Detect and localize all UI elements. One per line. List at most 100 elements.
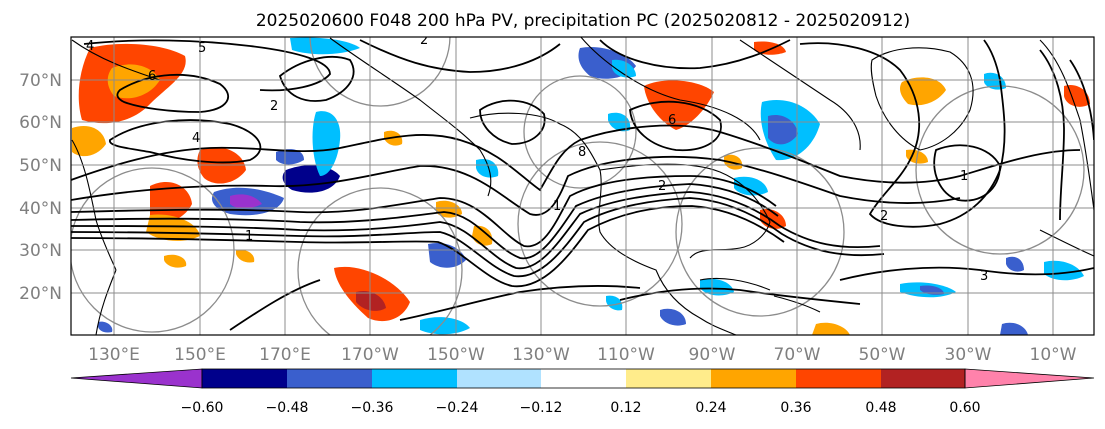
pv-contour (359, 39, 561, 73)
pv-contour (116, 73, 230, 113)
lon-tick-label: 110°W (597, 345, 655, 365)
pv-contour (71, 191, 881, 270)
precip-area (920, 285, 944, 295)
colorbar-swatch (372, 369, 457, 388)
contour-label: 1 (245, 229, 253, 244)
pv-contour (71, 183, 779, 260)
precip-area (1064, 84, 1090, 107)
precip-area (612, 59, 636, 78)
lon-tick-label: 150°W (427, 345, 485, 365)
lon-tick-label: 70°W (774, 345, 821, 365)
coastline-north-america (469, 37, 861, 335)
pv-contour (71, 124, 1081, 192)
precip-area (606, 295, 623, 311)
colorbar-swatch (457, 369, 541, 388)
contour-label: 4 (86, 39, 94, 54)
pv-contour (83, 39, 331, 92)
contour-labels: 4 5 6 4 2 1 2 8 1 2 6 3 1 2 (86, 33, 988, 284)
latitude-labels: 70°N 60°N 50°N 40°N 30°N 20°N (19, 71, 62, 304)
contour-label: 1 (553, 199, 561, 214)
lon-tick-label: 30°W (945, 345, 992, 365)
precip-area (900, 77, 946, 106)
colorbar-tick-label: 0.36 (780, 400, 811, 416)
colorbar-swatch (626, 369, 711, 388)
contour-label: 5 (198, 41, 206, 56)
colorbar-swatch (711, 369, 796, 388)
pv-contour (71, 205, 785, 288)
figure-title: 2025020600 F048 200 hPa PV, precipitatio… (256, 11, 910, 31)
precip-area (420, 317, 470, 335)
precip-area (236, 249, 255, 263)
contour-label: 2 (270, 99, 278, 114)
precip-area (146, 214, 200, 241)
colorbar-tick-label: 0.24 (695, 400, 726, 416)
precip-area (812, 322, 850, 335)
lat-tick-label: 20°N (19, 284, 62, 304)
pv-contour (71, 175, 777, 248)
coastline-europe (1039, 39, 1094, 257)
lon-tick-label: 10°W (1030, 345, 1077, 365)
precip-area (276, 149, 304, 165)
pv-contour (399, 285, 641, 321)
coastline-alaska (329, 37, 492, 197)
precip-area (356, 290, 386, 311)
pv-contour (109, 119, 262, 164)
precip-area (734, 176, 768, 196)
colorbar-extend-low (70, 368, 203, 389)
precip-area (476, 158, 499, 178)
pv-contour (1039, 49, 1065, 221)
colorbar-tick-label: 0.12 (610, 400, 641, 416)
colorbar-tick-label: 0.48 (865, 400, 896, 416)
lon-tick-label: 130°W (512, 345, 570, 365)
precip-area (290, 37, 360, 55)
pv-contour (1069, 59, 1094, 141)
lon-tick-label: 150°E (174, 345, 226, 365)
contour-label: 3 (980, 269, 988, 284)
contour-label: 1 (960, 169, 968, 184)
contour-label: 4 (192, 131, 200, 146)
colorbar-extend-high (964, 368, 1095, 389)
range-circle (523, 75, 637, 189)
lat-tick-label: 70°N (19, 71, 62, 91)
colorbar-frame (201, 368, 966, 389)
coastline-caribbean (699, 277, 821, 313)
pv-contour (629, 100, 722, 152)
precip-area (150, 182, 192, 222)
range-circle (517, 141, 683, 307)
lon-tick-label: 130°E (88, 345, 140, 365)
map-frame (70, 36, 1095, 336)
precip-area (1044, 260, 1084, 281)
coastline-greenland (870, 47, 974, 151)
range-circle (675, 147, 845, 317)
pv-contour (479, 99, 546, 145)
precip-area (1006, 256, 1024, 272)
longitude-labels: 130°E 150°E 170°E 170°W 150°W 130°W 110°… (88, 345, 1077, 365)
colorbar-swatch (202, 369, 287, 388)
precip-area (164, 254, 187, 268)
contour-label: 2 (420, 33, 428, 48)
colorbar-tick-label: 0.60 (949, 400, 980, 416)
precip-area (230, 194, 262, 209)
precip-area (72, 125, 106, 157)
lat-tick-label: 30°N (19, 241, 62, 261)
precip-area (312, 111, 341, 176)
colorbar-tick-label: −0.48 (266, 400, 309, 416)
colorbar-tick-label: −0.24 (436, 400, 479, 416)
lon-tick-label: 170°E (259, 345, 311, 365)
colorbar-swatch (796, 369, 881, 388)
colorbar-tick-label: −0.12 (520, 400, 563, 416)
contour-label: 6 (668, 113, 676, 128)
pv-contour (229, 279, 321, 331)
pv-contour (933, 144, 1001, 202)
contour-label: 8 (578, 145, 586, 160)
lat-tick-label: 60°N (19, 113, 62, 133)
lon-tick-label: 170°W (341, 345, 399, 365)
lat-tick-label: 50°N (19, 156, 62, 176)
map-panel: 4 5 6 4 2 1 2 8 1 2 6 3 1 2 (70, 33, 1095, 336)
range-circle (309, 37, 451, 107)
lon-tick-label: 50°W (859, 345, 906, 365)
colorbar-swatch (287, 369, 372, 388)
range-circle (297, 187, 463, 335)
pv-contours (71, 39, 1094, 331)
